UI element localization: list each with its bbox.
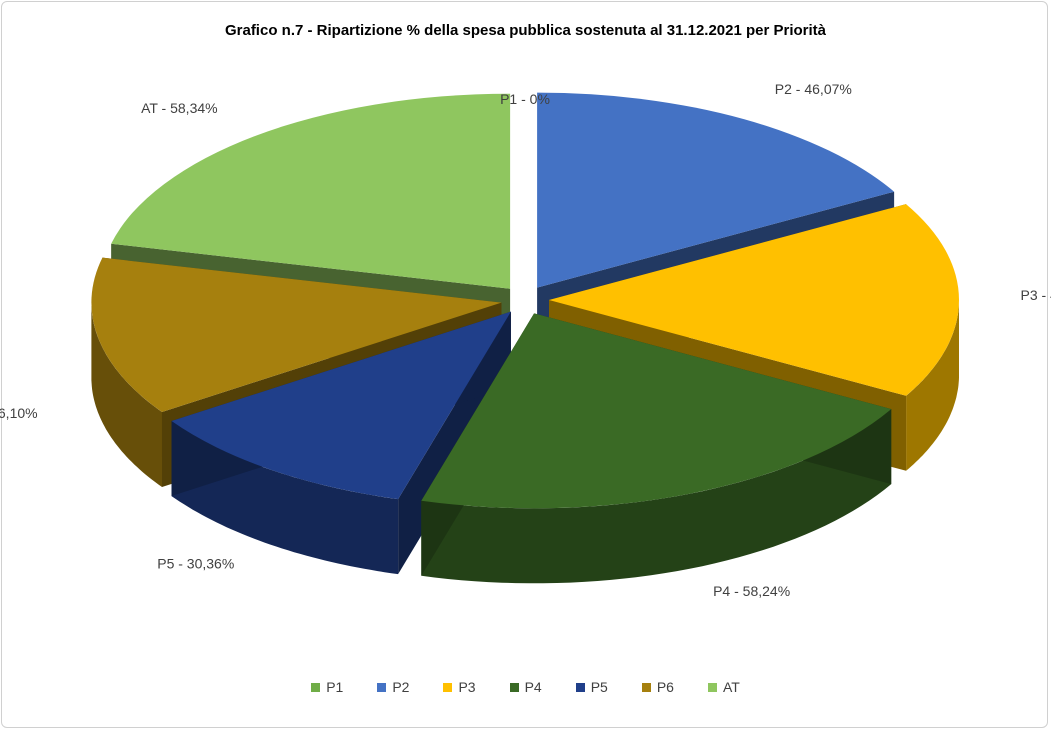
- legend-label: P6: [657, 679, 674, 695]
- legend-swatch: [510, 683, 519, 692]
- legend-label: AT: [723, 679, 740, 695]
- legend-label: P4: [525, 679, 542, 695]
- legend-swatch: [377, 683, 386, 692]
- legend-swatch: [576, 683, 585, 692]
- data-label-p6: P6 - 36,10%: [0, 405, 38, 421]
- legend: P1 P2 P3 P4 P5 P6 AT: [0, 679, 1051, 695]
- legend-item-p3: P3: [443, 679, 475, 695]
- legend-label: P3: [458, 679, 475, 695]
- legend-label: P2: [392, 679, 409, 695]
- legend-swatch: [642, 683, 651, 692]
- legend-swatch: [708, 683, 717, 692]
- legend-label: P1: [326, 679, 343, 695]
- legend-swatch: [311, 683, 320, 692]
- data-label-p3: P3 - 44,79%: [1021, 287, 1051, 303]
- legend-item-p6: P6: [642, 679, 674, 695]
- data-label-p5: P5 - 30,36%: [157, 555, 234, 571]
- legend-item-p5: P5: [576, 679, 608, 695]
- data-label-p1: P1 - 0%: [500, 91, 550, 107]
- data-label-at: AT - 58,34%: [141, 100, 218, 116]
- data-label-p4: P4 - 58,24%: [713, 583, 790, 599]
- legend-swatch: [443, 683, 452, 692]
- legend-label: P5: [591, 679, 608, 695]
- data-label-p2: P2 - 46,07%: [775, 81, 852, 97]
- legend-item-p1: P1: [311, 679, 343, 695]
- legend-item-p4: P4: [510, 679, 542, 695]
- legend-item-at: AT: [708, 679, 740, 695]
- legend-item-p2: P2: [377, 679, 409, 695]
